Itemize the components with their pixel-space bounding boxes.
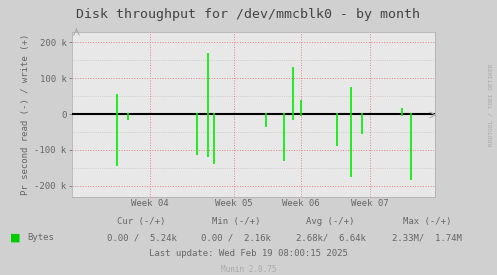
Text: Max (-/+): Max (-/+) bbox=[403, 217, 452, 226]
Text: 0.00 /  2.16k: 0.00 / 2.16k bbox=[201, 234, 271, 243]
Y-axis label: Pr second read (-) / write (+): Pr second read (-) / write (+) bbox=[21, 34, 30, 195]
Text: 0.00 /  5.24k: 0.00 / 5.24k bbox=[107, 234, 176, 243]
Text: Cur (-/+): Cur (-/+) bbox=[117, 217, 166, 226]
Text: ■: ■ bbox=[10, 233, 20, 243]
Text: Min (-/+): Min (-/+) bbox=[212, 217, 260, 226]
Text: Disk throughput for /dev/mmcblk0 - by month: Disk throughput for /dev/mmcblk0 - by mo… bbox=[77, 8, 420, 21]
Text: Munin 2.0.75: Munin 2.0.75 bbox=[221, 265, 276, 274]
Text: Week 05: Week 05 bbox=[215, 199, 252, 208]
Text: Last update: Wed Feb 19 08:00:15 2025: Last update: Wed Feb 19 08:00:15 2025 bbox=[149, 249, 348, 258]
Text: Bytes: Bytes bbox=[27, 233, 54, 242]
Text: 2.68k/  6.64k: 2.68k/ 6.64k bbox=[296, 234, 365, 243]
Text: Week 04: Week 04 bbox=[131, 199, 169, 208]
Text: Week 06: Week 06 bbox=[282, 199, 320, 208]
Text: RRDTOOL / TOBI OETIKER: RRDTOOL / TOBI OETIKER bbox=[489, 63, 494, 146]
Text: Avg (-/+): Avg (-/+) bbox=[306, 217, 355, 226]
Text: 2.33M/  1.74M: 2.33M/ 1.74M bbox=[393, 234, 462, 243]
Text: Week 07: Week 07 bbox=[351, 199, 388, 208]
